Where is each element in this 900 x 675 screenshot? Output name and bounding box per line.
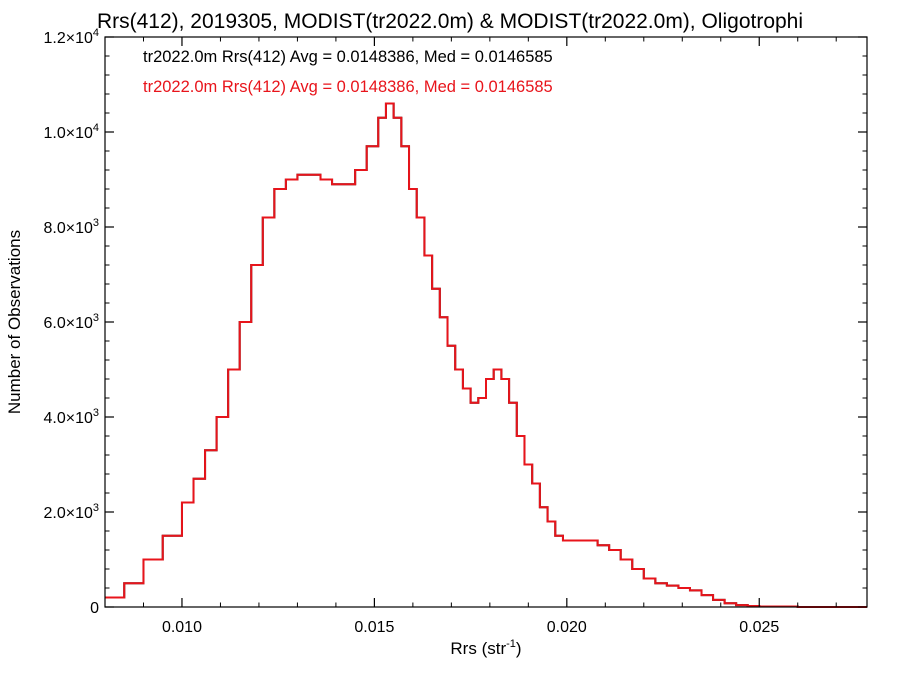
y-tick-label: 6.0×103 bbox=[43, 312, 99, 332]
y-tick-label-exponent: 3 bbox=[93, 407, 99, 419]
y-tick-label: 0 bbox=[90, 600, 99, 617]
ticks-layer: 0.010 0.015 0.020 0.02502.0×1034.0×1036.0×1… bbox=[43, 27, 867, 636]
x-axis-label-end: ) bbox=[516, 639, 522, 658]
y-tick-label-mantissa: 1.0×10 bbox=[43, 125, 92, 142]
annotation-line-1: tr2022.0m Rrs(412) Avg = 0.0148386, Med … bbox=[143, 48, 553, 66]
x-axis-label: Rrs (str-1) bbox=[450, 638, 521, 658]
plot-frame bbox=[104, 36, 868, 608]
x-tick-label: 0.015 bbox=[354, 619, 394, 636]
x-axis-label-sup: -1 bbox=[506, 638, 516, 650]
chart-title: Rrs(412), 2019305, MODIST(tr2022.0m) & M… bbox=[97, 10, 803, 33]
y-axis-label: Number of Observations bbox=[5, 230, 24, 414]
y-tick-label-exponent: 3 bbox=[93, 502, 99, 514]
x-tick-label: 0.025 bbox=[739, 619, 779, 636]
series-line-1 bbox=[105, 102, 867, 608]
y-tick-label-mantissa: 0 bbox=[90, 600, 99, 617]
legend-annotations: tr2022.0m Rrs(412) Avg = 0.0148386, Med … bbox=[143, 48, 553, 96]
y-tick-label: 4.0×103 bbox=[43, 407, 99, 427]
y-tick-label-exponent: 4 bbox=[93, 27, 99, 39]
y-tick-label: 1.0×104 bbox=[43, 122, 99, 142]
y-tick-label: 2.0×103 bbox=[43, 502, 99, 522]
y-tick-label: 1.2×104 bbox=[43, 27, 99, 47]
y-tick-label-mantissa: 6.0×10 bbox=[43, 315, 92, 332]
y-tick-label-mantissa: 8.0×10 bbox=[43, 220, 92, 237]
x-tick-label: 0.020 bbox=[547, 619, 587, 636]
y-tick-label-mantissa: 1.2×10 bbox=[43, 30, 92, 47]
y-tick-label-exponent: 3 bbox=[93, 312, 99, 324]
series-line-2 bbox=[105, 102, 867, 608]
y-tick-label: 8.0×103 bbox=[43, 217, 99, 237]
x-axis-label-main: Rrs (str bbox=[450, 639, 506, 658]
x-tick-label: 0.010 bbox=[162, 619, 202, 636]
series-layer bbox=[105, 102, 867, 608]
y-tick-label-exponent: 4 bbox=[93, 122, 99, 134]
y-tick-label-mantissa: 2.0×10 bbox=[43, 505, 92, 522]
y-tick-label-exponent: 3 bbox=[93, 217, 99, 229]
annotation-line-2: tr2022.0m Rrs(412) Avg = 0.0148386, Med … bbox=[143, 78, 553, 96]
y-tick-label-mantissa: 4.0×10 bbox=[43, 410, 92, 427]
